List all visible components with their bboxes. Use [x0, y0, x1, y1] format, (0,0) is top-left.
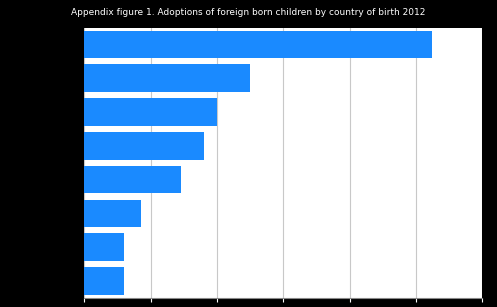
Bar: [84, 166, 180, 193]
Bar: [84, 200, 141, 227]
Bar: [84, 64, 250, 92]
Bar: [84, 31, 432, 58]
Text: Appendix figure 1. Adoptions of foreign born children by country of birth 2012: Appendix figure 1. Adoptions of foreign …: [71, 8, 426, 17]
Bar: [84, 233, 124, 261]
Bar: [84, 267, 124, 295]
Bar: [84, 98, 217, 126]
Bar: [84, 132, 204, 160]
